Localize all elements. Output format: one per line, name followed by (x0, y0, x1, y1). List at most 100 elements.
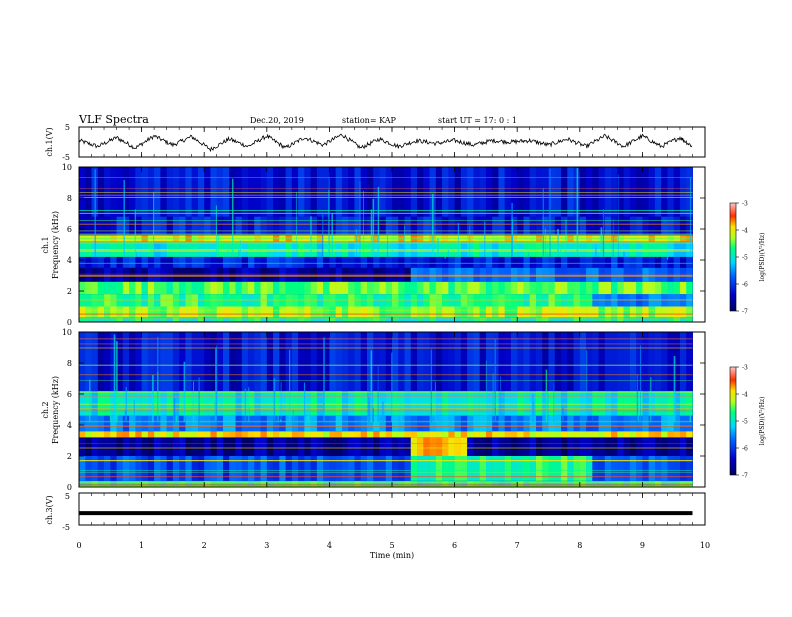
spectrogram-cell (611, 256, 618, 268)
spectrogram-cell (448, 431, 455, 438)
spectrogram-cell (141, 281, 149, 295)
spectrogram-cell (197, 216, 205, 236)
spectrogram-cell (667, 256, 674, 268)
spectrogram-cell (604, 281, 612, 295)
spectrogram-cell (329, 480, 336, 487)
spectrogram-cell (629, 306, 637, 318)
spectrogram-cell (304, 281, 311, 295)
spectrogram-cell (667, 332, 674, 391)
spectrogram-cell (285, 390, 293, 416)
spectrogram-cell (611, 390, 618, 416)
spectrogram-cell (179, 332, 186, 391)
spectrogram-cell (310, 415, 318, 432)
spectrogram-cell (354, 437, 361, 456)
spectrogram-cell (679, 167, 687, 217)
spectrogram-cell (273, 167, 280, 217)
spectrogram-cell (629, 267, 637, 282)
spectrogram-cell (654, 306, 662, 318)
spectrogram-cell (473, 317, 480, 322)
spectrogram-cell (542, 415, 549, 432)
spectrogram-cell (129, 480, 136, 487)
spectrogram-cell (561, 332, 568, 391)
spectrogram-cell (291, 306, 299, 318)
spectrogram-cell (517, 306, 524, 318)
spectrogram-cell (248, 216, 255, 236)
spectrogram-cell (485, 306, 493, 318)
spectrogram-cell (323, 437, 330, 456)
spectrogram-cell (554, 431, 562, 438)
spectrogram-cell (191, 167, 199, 217)
spectrogram-cell (310, 167, 318, 217)
spectrogram-cell (273, 256, 280, 268)
spectrogram-cell (341, 216, 349, 236)
spectrogram-cell (385, 332, 393, 391)
spectrogram-cell (410, 480, 418, 487)
spectrogram-cell (423, 431, 430, 438)
spectrogram-cell (498, 317, 505, 322)
spectrogram-cell (147, 281, 155, 295)
spectrogram-cell (135, 456, 142, 481)
spectrogram-cell (417, 167, 424, 217)
spectrogram-cell (329, 267, 336, 282)
spectrogram-cell (510, 437, 518, 456)
spectrogram-cell (604, 267, 612, 282)
spectrogram-cell (248, 332, 255, 391)
spectrogram-cell (498, 256, 505, 268)
colorbar-tick-label: -5 (742, 419, 748, 426)
spectrogram-cell (285, 256, 293, 268)
spectrogram-cell (611, 415, 618, 432)
spectrogram-cell (248, 281, 255, 295)
ch2-spectrogram-ylabel-channel: ch.2 (41, 401, 50, 418)
spectrogram-cell (385, 317, 393, 322)
spectrogram-cell (110, 431, 117, 438)
spectrogram-cell (604, 306, 612, 318)
spectrogram-cell (392, 317, 399, 322)
spectrogram-cell (160, 456, 167, 481)
spectrogram-cell (222, 456, 230, 481)
spectrogram-cell (166, 431, 174, 438)
spectrogram-cell (561, 431, 568, 438)
spectrogram-cell (298, 390, 305, 416)
spectrogram-cell (260, 415, 268, 432)
spectrogram-cell (373, 256, 380, 268)
spectrogram-cell (216, 281, 224, 295)
spectrogram-cell (529, 456, 537, 481)
spectrogram-cell (579, 216, 587, 236)
spectrogram-cell (79, 216, 86, 236)
spectrogram-cell (116, 332, 124, 391)
spectrogram-cell (179, 317, 186, 322)
spectrogram-cell (535, 390, 543, 416)
spectrogram-cell (423, 281, 430, 295)
spectrogram-cell (216, 332, 224, 391)
spectrogram-cell (686, 437, 693, 456)
spectrogram-cell (529, 306, 537, 318)
spectrogram-cell (316, 431, 324, 438)
spectrogram-cell (485, 281, 493, 295)
spectrogram-cell (648, 415, 656, 432)
spectrogram-cell (304, 317, 311, 322)
spectrogram-cell (642, 431, 649, 438)
spectrogram-band (79, 456, 693, 481)
spectrogram-cell (285, 456, 293, 481)
spectrogram-cell (166, 281, 174, 295)
spectrogram-cell (604, 317, 612, 322)
spectrogram-cell (623, 167, 631, 217)
spectrogram-cell (604, 332, 612, 391)
spectrogram-cell (248, 390, 255, 416)
spectrogram-cell (679, 306, 687, 318)
spectrogram-cell (567, 431, 574, 438)
spectrogram-cell (97, 216, 105, 236)
spectrogram-cell (279, 456, 286, 481)
spectrogram-cell (435, 216, 443, 236)
spectrogram-cell (79, 415, 86, 432)
spectrogram-cell (673, 480, 681, 487)
spectrogram-cell (636, 317, 643, 322)
spectrogram-cell (667, 456, 674, 481)
spectrogram-cell (97, 267, 105, 282)
spectrogram-cell (285, 317, 293, 322)
spectrogram-cell (617, 267, 624, 282)
spectrogram-cell (104, 437, 111, 456)
spectrogram-cell (110, 415, 117, 432)
spectrogram-cell (667, 415, 674, 432)
spectrogram-cell (661, 216, 668, 236)
